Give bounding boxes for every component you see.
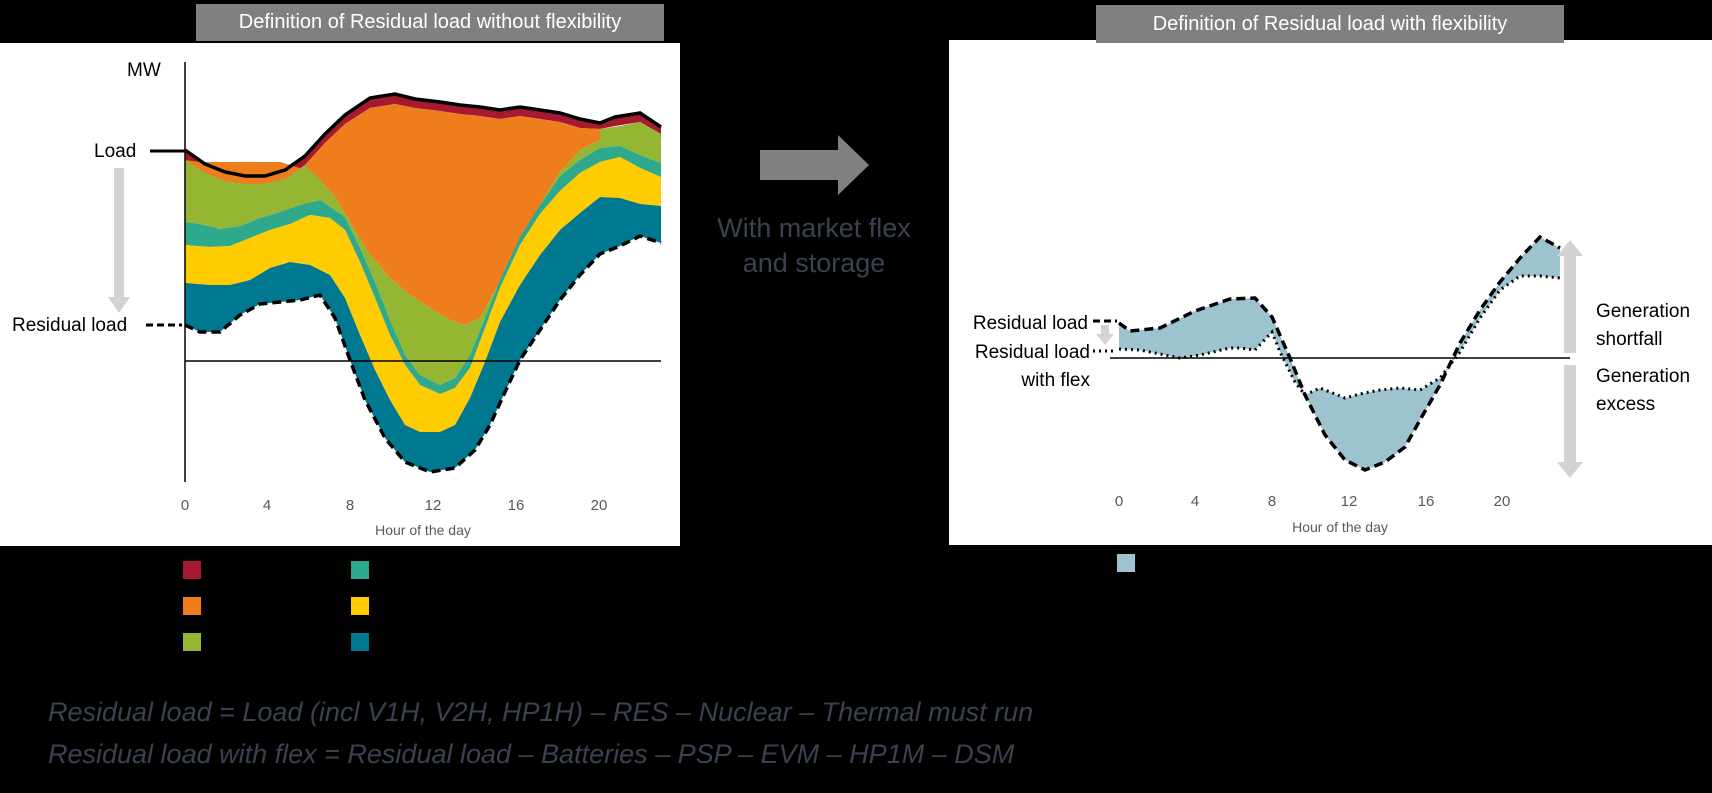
left-stacked-area-chart: 0 4 8 12 16 20 Hour of the day MW Load R…	[12, 60, 662, 538]
series-orange-area	[185, 104, 600, 325]
legend-swatch-orange	[183, 597, 201, 615]
x-tick-label: 20	[1494, 493, 1511, 510]
series-yellow-area	[185, 157, 661, 432]
series-teal-area	[185, 146, 661, 394]
excess-arrow-icon	[1557, 365, 1583, 478]
down-arrow-shaft	[114, 168, 124, 298]
right-panel-title: Definition of Residual load with flexibi…	[1096, 5, 1564, 43]
generation-excess-line2: excess	[1596, 394, 1655, 415]
residual-flex-label-line1: Residual load	[975, 342, 1090, 363]
x-tick-label: 16	[1418, 493, 1435, 510]
residual-flex-label-line2: with flex	[1020, 370, 1090, 391]
left-chart-panel: 0 4 8 12 16 20 Hour of the day MW Load R…	[0, 43, 680, 546]
legend-swatch-green	[183, 633, 201, 651]
generation-excess-line1: Generation	[1596, 366, 1690, 387]
legend-swatch-teal	[351, 561, 369, 579]
residual-load-line	[184, 234, 662, 474]
x-tick-label: 12	[1341, 493, 1358, 510]
generation-shortfall-line1: Generation	[1596, 301, 1690, 322]
right-chart-panel: 0 4 8 12 16 20 Hour of the day Residual …	[949, 40, 1712, 545]
x-tick-label: 0	[181, 497, 189, 514]
x-tick-label: 16	[508, 497, 525, 514]
arrow-caption-line2: and storage	[742, 248, 886, 278]
right-line-chart: 0 4 8 12 16 20 Hour of the day Residual …	[973, 234, 1690, 535]
down-arrow-head	[108, 297, 130, 313]
residual-load-line	[1117, 234, 1561, 472]
residual-load-label: Residual load	[973, 313, 1088, 334]
x-axis-title: Hour of the day	[375, 522, 471, 538]
x-tick-label: 12	[425, 497, 442, 514]
series-dark-red-area	[185, 94, 661, 184]
series-green-area	[185, 122, 661, 385]
formula-residual-load-with-flex: Residual load with flex = Residual load …	[48, 739, 1015, 769]
series-dark-teal-area	[185, 197, 661, 472]
load-line	[183, 92, 662, 178]
shortfall-arrow-icon	[1557, 240, 1583, 353]
legend-swatch-yellow	[351, 597, 369, 615]
x-tick-label: 0	[1115, 493, 1123, 510]
small-down-arrow-head	[1096, 334, 1114, 345]
flex-difference-area	[1119, 237, 1560, 470]
x-tick-label: 20	[591, 497, 608, 514]
small-down-arrow-shaft	[1101, 325, 1109, 336]
x-tick-label: 4	[1191, 493, 1199, 510]
residual-load-label: Residual load	[12, 315, 127, 336]
legend-swatch-light-blue	[1117, 554, 1135, 572]
x-tick-label: 8	[1268, 493, 1276, 510]
x-tick-label: 8	[346, 497, 354, 514]
formula-residual-load: Residual load = Load (incl V1H, V2H, HP1…	[48, 697, 1034, 727]
x-tick-label: 4	[263, 497, 271, 514]
legend-swatch-dark-red	[183, 561, 201, 579]
x-axis-title: Hour of the day	[1292, 519, 1388, 535]
left-panel-title: Definition of Residual load without flex…	[196, 4, 664, 41]
generation-shortfall-line2: shortfall	[1596, 329, 1663, 350]
right-arrow-icon	[760, 135, 869, 195]
arrow-caption-line1: With market flex	[717, 213, 911, 243]
arrow-caption: With market flex and storage	[690, 211, 938, 281]
load-label: Load	[94, 141, 136, 162]
legend-swatch-dark-teal	[351, 633, 369, 651]
y-axis-unit: MW	[127, 60, 161, 81]
